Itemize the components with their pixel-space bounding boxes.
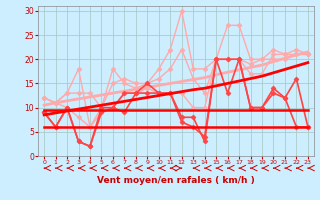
X-axis label: Vent moyen/en rafales ( km/h ): Vent moyen/en rafales ( km/h )	[97, 176, 255, 185]
